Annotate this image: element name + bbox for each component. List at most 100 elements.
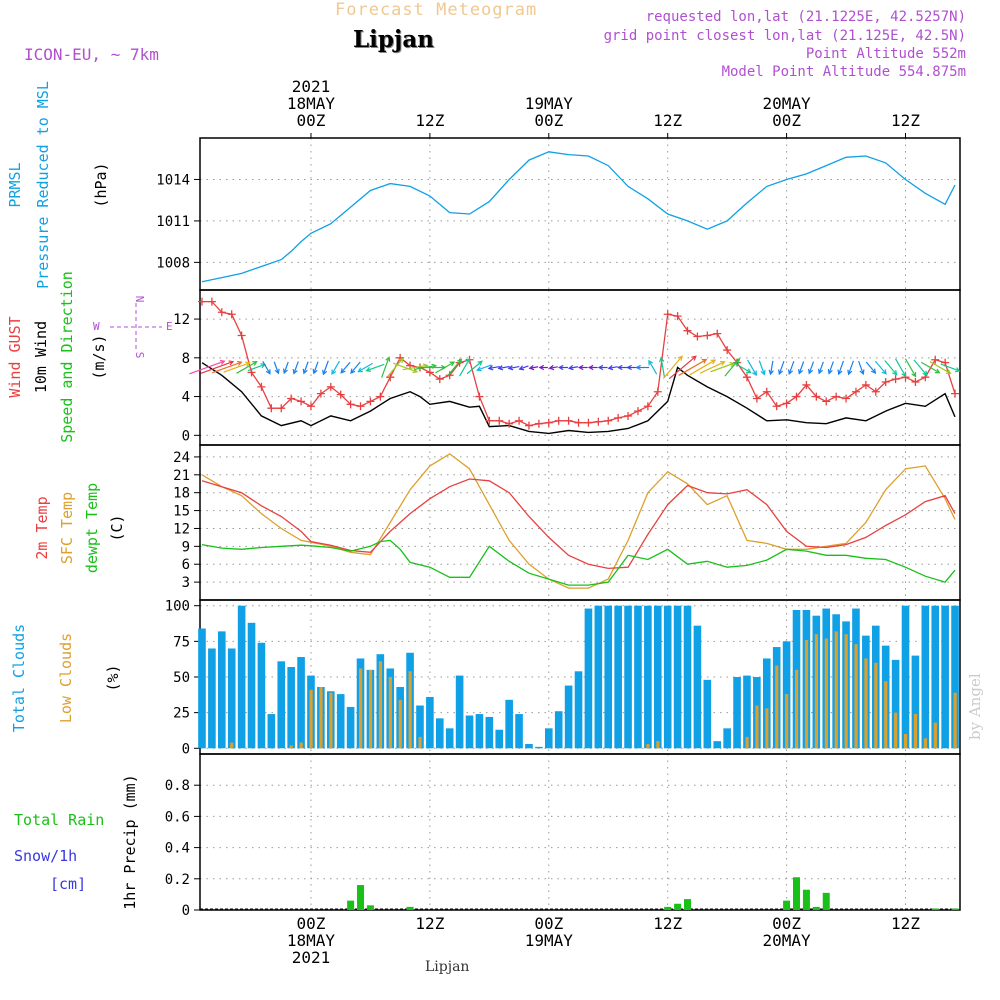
total-cloud-bar bbox=[426, 696, 434, 749]
bottom-time-label: 12Z bbox=[415, 914, 444, 933]
bottom-time-label: 2021 bbox=[292, 948, 331, 967]
wind-arrow-head bbox=[465, 357, 471, 364]
point-altitude: Point Altitude 552m bbox=[805, 46, 966, 62]
total-cloud-bar bbox=[416, 705, 424, 749]
wind-arrow-shaft bbox=[778, 360, 785, 375]
total-cloud-bar bbox=[584, 608, 593, 749]
total-cloud-bar bbox=[247, 622, 256, 749]
gust-marker bbox=[376, 392, 385, 401]
total-cloud-bar bbox=[208, 648, 216, 749]
wind-arrow-head bbox=[236, 360, 243, 366]
total-cloud-bar bbox=[465, 715, 474, 749]
gust-marker bbox=[227, 310, 236, 319]
wind-arrow-head bbox=[635, 364, 641, 371]
wind-direction-arrow bbox=[350, 361, 361, 374]
wind-arrow-head bbox=[312, 368, 318, 375]
low-cloud-bar bbox=[765, 708, 769, 749]
wind-direction-arrow bbox=[538, 364, 548, 371]
low-cloud-bar bbox=[388, 677, 392, 749]
total-cloud-bar bbox=[525, 744, 533, 749]
wind-direction-arrow bbox=[827, 361, 834, 375]
y-tick-label: 3 bbox=[182, 575, 190, 591]
total-cloud-bar bbox=[227, 648, 236, 749]
wind-arrow-head bbox=[847, 369, 853, 376]
wind-arrow-head bbox=[901, 371, 907, 378]
low-cloud-bar bbox=[953, 692, 957, 749]
wind-direction-arrow bbox=[487, 365, 500, 371]
total-cloud-bar bbox=[435, 718, 444, 749]
total-cloud-bar bbox=[198, 628, 206, 749]
wind-arrow-shaft bbox=[387, 358, 404, 377]
total-cloud-bar bbox=[604, 605, 613, 749]
model-altitude: Model Point Altitude 554.875m bbox=[721, 64, 966, 80]
wind-arrow-head bbox=[807, 368, 814, 375]
top-time-label: 00Z bbox=[772, 111, 801, 130]
total-cloud-bar bbox=[346, 706, 355, 749]
total-cloud-bar bbox=[743, 675, 751, 749]
total-cloud-bar bbox=[891, 659, 900, 749]
panel-unit: (m/s) bbox=[90, 334, 108, 379]
wind-arrow-head bbox=[798, 368, 804, 375]
footer-location: Lipjan bbox=[425, 959, 470, 975]
wind-arrow-head bbox=[265, 369, 271, 375]
wind-arrow-shaft bbox=[519, 365, 529, 370]
total-cloud-bar bbox=[475, 714, 484, 749]
gust-marker bbox=[386, 373, 395, 382]
wind-arrow-shaft bbox=[678, 359, 707, 376]
gust-marker bbox=[554, 416, 563, 425]
gust-marker bbox=[485, 416, 494, 425]
panel-frame bbox=[199, 444, 961, 601]
top-time-label: 12Z bbox=[415, 111, 444, 130]
pressure-series-line bbox=[201, 151, 956, 283]
gust-marker bbox=[673, 312, 682, 321]
wind-arrow-head bbox=[911, 371, 917, 378]
wind-direction-arrow bbox=[577, 364, 588, 371]
gust-marker bbox=[287, 394, 296, 403]
wind-direction-arrow bbox=[223, 361, 251, 373]
wind-arrow-head bbox=[677, 355, 683, 361]
wind-arrow-head bbox=[648, 359, 654, 366]
wind-arrow-shaft bbox=[498, 365, 510, 370]
gust-marker bbox=[544, 418, 553, 427]
y-tick-label: 1008 bbox=[156, 255, 190, 271]
wind-arrow-head bbox=[528, 364, 535, 371]
wind-arrow-head bbox=[881, 369, 887, 375]
wind-direction-arrow bbox=[292, 361, 299, 375]
gust-marker bbox=[624, 411, 633, 420]
wind-direction-arrow bbox=[236, 361, 258, 374]
wind-direction-arrow bbox=[747, 359, 757, 377]
wind-direction-arrow bbox=[768, 360, 774, 376]
wind-direction-arrow bbox=[302, 361, 309, 375]
total-cloud-bar bbox=[614, 605, 622, 749]
wind-direction-arrow bbox=[635, 364, 650, 371]
precip-bar bbox=[793, 877, 801, 910]
panel-unit: (%) bbox=[104, 664, 122, 691]
panel-label: 10m Wind bbox=[32, 321, 50, 393]
low-cloud-bar bbox=[854, 644, 858, 749]
wind-arrow-shaft bbox=[874, 360, 887, 375]
top-time-label: 19MAY bbox=[525, 94, 574, 113]
gust-marker bbox=[762, 387, 771, 396]
wind-direction-arrow bbox=[689, 359, 717, 376]
wind-direction-arrow bbox=[904, 358, 917, 378]
wind-arrow-head bbox=[760, 369, 766, 376]
precip-bar bbox=[822, 892, 830, 910]
total-cloud-bar bbox=[693, 625, 702, 749]
wind-direction-arrow bbox=[357, 362, 373, 373]
low-cloud-bar bbox=[329, 692, 333, 749]
wind-arrow-shaft bbox=[466, 360, 483, 375]
total-cloud-bar bbox=[941, 605, 949, 749]
wind-direction-arrow bbox=[567, 364, 579, 371]
y-tick-label: 0.4 bbox=[165, 841, 190, 857]
wind-direction-arrow bbox=[837, 360, 845, 376]
wind-arrow-shaft bbox=[331, 360, 340, 375]
gust-marker bbox=[267, 404, 276, 413]
wind-arrow-head bbox=[331, 369, 337, 376]
wind-arrow-shaft bbox=[858, 360, 864, 375]
total-cloud-bar bbox=[544, 728, 553, 749]
total-cloud-bar bbox=[297, 657, 305, 749]
wind-direction-arrow bbox=[807, 361, 815, 375]
wind-arrow-head bbox=[548, 364, 555, 371]
y-tick-label: 21 bbox=[173, 468, 190, 484]
bottom-time-label: 20MAY bbox=[763, 931, 812, 950]
